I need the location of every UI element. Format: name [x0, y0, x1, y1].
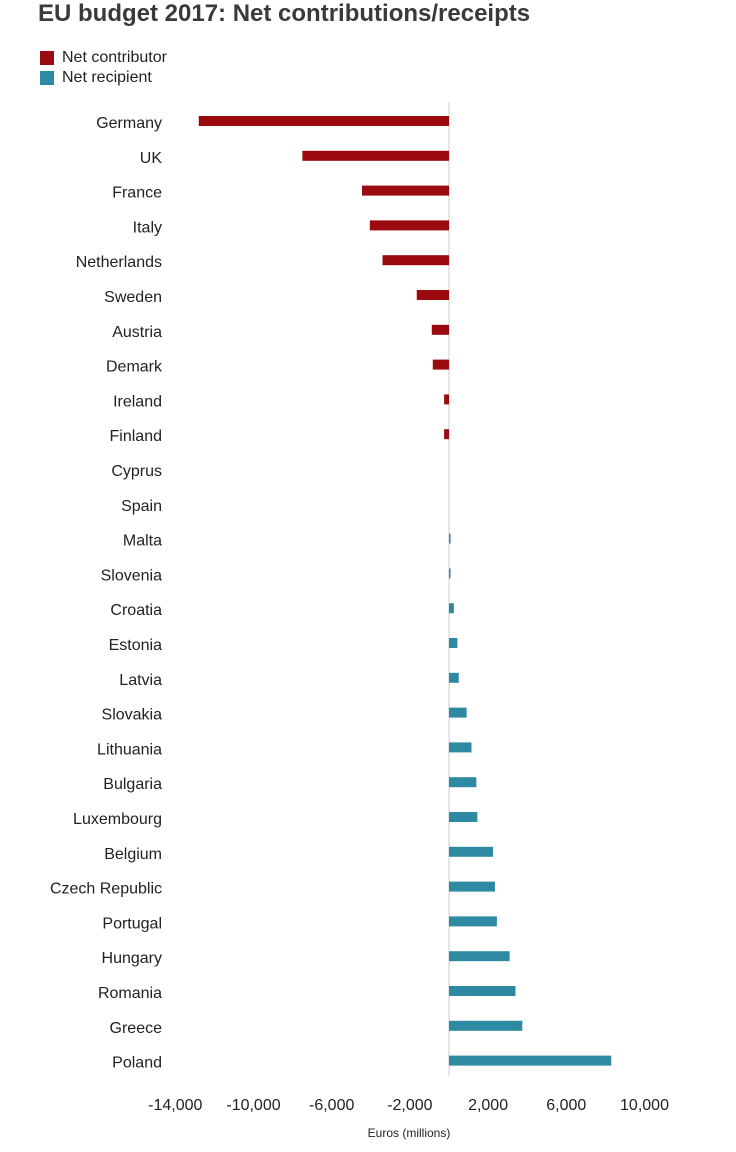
bar-bulgaria [449, 777, 477, 788]
category-label-croatia: Croatia [110, 602, 162, 619]
category-label-demark: Demark [106, 359, 163, 376]
category-label-bulgaria: Bulgaria [103, 776, 162, 793]
category-label-portugal: Portugal [102, 915, 162, 932]
category-label-uk: UK [140, 150, 163, 167]
category-label-malta: Malta [123, 533, 162, 550]
x-axis-title: Euros (millions) [368, 1126, 451, 1140]
chart-title: EU budget 2017: Net contributions/receip… [38, 0, 531, 27]
bar-malta [449, 533, 451, 544]
category-label-romania: Romania [98, 985, 162, 1002]
legend-label-contributor: Net contributor [62, 49, 167, 66]
legend: Net contributor Net recipient [40, 48, 167, 88]
category-label-luxembourg: Luxembourg [73, 811, 162, 828]
x-tick-label: -6,000 [309, 1097, 354, 1114]
legend-item-recipient: Net recipient [40, 68, 167, 88]
bar-estonia [449, 638, 458, 648]
x-tick-label: -14,000 [148, 1097, 202, 1114]
bar-hungary [449, 951, 510, 962]
bar-sweden [416, 290, 449, 300]
legend-swatch-recipient [40, 71, 54, 85]
x-tick-label: 10,000 [620, 1097, 669, 1114]
bar-latvia [449, 672, 459, 683]
category-label-ireland: Ireland [113, 393, 162, 410]
bar-greece [449, 1020, 523, 1031]
bar-luxembourg [449, 812, 478, 822]
bar-portugal [449, 916, 497, 927]
bar-lithuania [449, 742, 472, 753]
category-label-czech-republic: Czech Republic [50, 881, 162, 898]
category-label-lithuania: Lithuania [97, 741, 162, 758]
bar-italy [369, 220, 449, 231]
bar-ireland [444, 394, 449, 405]
bar-austria [431, 324, 449, 335]
category-label-latvia: Latvia [119, 672, 162, 689]
bar-demark [432, 359, 449, 370]
category-label-slovenia: Slovenia [101, 567, 162, 584]
category-label-germany: Germany [96, 115, 162, 132]
x-tick-label: -2,000 [387, 1097, 432, 1114]
category-label-cyprus: Cyprus [111, 463, 162, 480]
legend-label-recipient: Net recipient [62, 69, 152, 86]
bar-netherlands [382, 255, 449, 266]
x-tick-label: 6,000 [546, 1097, 586, 1114]
category-label-netherlands: Netherlands [76, 254, 162, 271]
bar-czech-republic [449, 881, 495, 892]
bar-uk [302, 150, 449, 161]
category-label-sweden: Sweden [104, 289, 162, 306]
category-label-spain: Spain [121, 498, 162, 515]
category-label-finland: Finland [110, 428, 162, 445]
category-label-slovakia: Slovakia [102, 707, 163, 724]
bar-poland [449, 1055, 612, 1066]
bar-slovakia [449, 707, 467, 718]
bar-finland [444, 429, 449, 440]
x-tick-label: -10,000 [226, 1097, 280, 1114]
bar-france [362, 185, 449, 196]
category-label-austria: Austria [112, 324, 162, 341]
category-label-estonia: Estonia [109, 637, 162, 654]
category-label-france: France [112, 185, 162, 202]
bar-belgium [449, 846, 493, 857]
category-label-belgium: Belgium [104, 846, 162, 863]
bar-germany [198, 116, 449, 126]
bar-romania [449, 986, 516, 996]
category-label-italy: Italy [133, 219, 162, 236]
bar-slovenia [449, 568, 451, 579]
x-tick-label: 2,000 [468, 1097, 508, 1114]
category-label-poland: Poland [112, 1055, 162, 1072]
legend-swatch-contributor [40, 51, 54, 65]
legend-item-contributor: Net contributor [40, 48, 167, 68]
bar-croatia [449, 603, 454, 614]
category-label-greece: Greece [110, 1020, 163, 1037]
category-label-hungary: Hungary [102, 950, 162, 967]
